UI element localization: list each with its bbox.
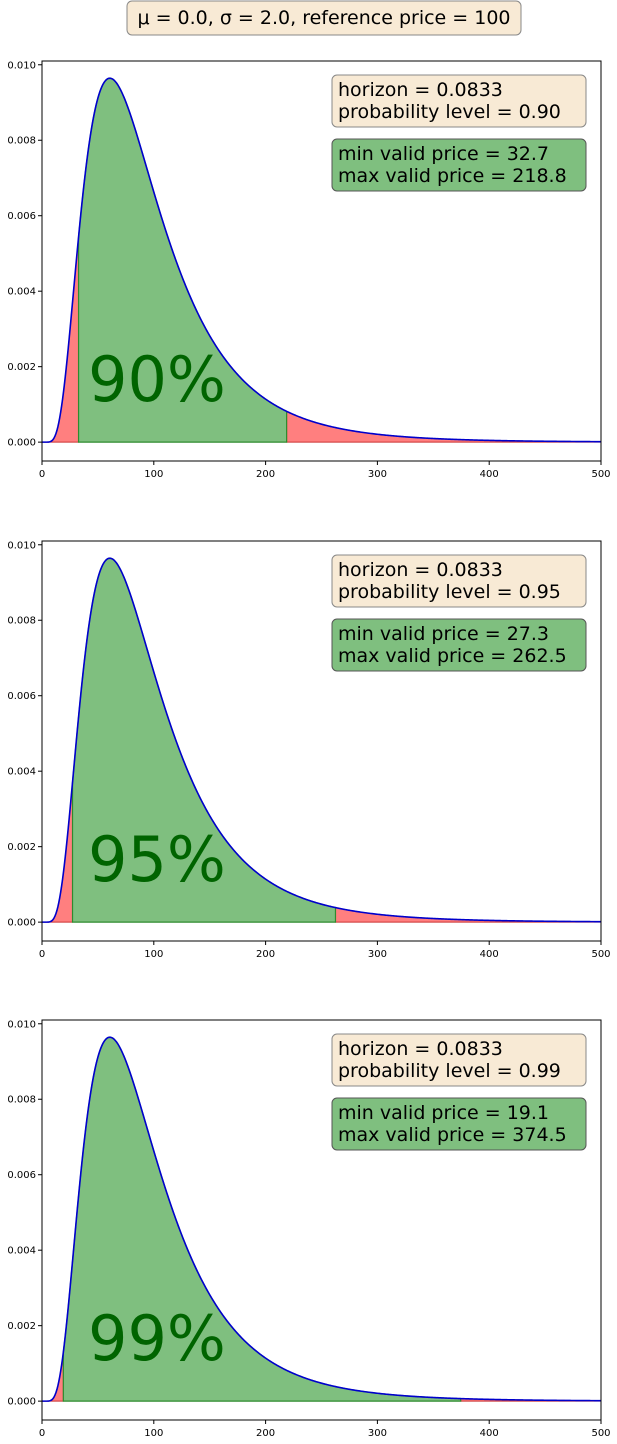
- result-line: min valid price = 19.1: [338, 1102, 549, 1124]
- result-line: max valid price = 374.5: [338, 1124, 567, 1146]
- result-line: max valid price = 262.5: [338, 645, 567, 667]
- y-tick-label: 0.006: [7, 691, 36, 702]
- info-box: [331, 74, 587, 128]
- x-tick-label: 0: [39, 469, 45, 480]
- result-line: min valid price = 27.3: [338, 623, 549, 645]
- x-tick-label: 100: [144, 949, 163, 960]
- y-tick-label: 0.006: [7, 1170, 36, 1181]
- axes-frame: [41, 1019, 602, 1421]
- info-box: [331, 1033, 587, 1087]
- x-tick-label: 400: [480, 949, 499, 960]
- result-box: [331, 1097, 587, 1151]
- x-tick-label: 400: [480, 1428, 499, 1439]
- x-tick-label: 200: [256, 1428, 275, 1439]
- y-tick-label: 0.008: [7, 136, 36, 147]
- x-tick-label: 0: [39, 1428, 45, 1439]
- y-tick-label: 0.008: [7, 616, 36, 627]
- probability-big-label: 90%: [88, 343, 226, 416]
- probability-big-label: 99%: [88, 1302, 226, 1375]
- result-line: min valid price = 32.7: [338, 143, 549, 165]
- y-tick-label: 0.002: [7, 362, 36, 373]
- info-box: [331, 554, 587, 608]
- figure-title-box: [126, 0, 522, 36]
- y-tick-label: 0.006: [7, 211, 36, 222]
- x-tick-label: 100: [144, 1428, 163, 1439]
- axes-frame: [41, 540, 602, 942]
- info-line: horizon = 0.0833: [338, 1038, 503, 1060]
- info-line: probability level = 0.95: [338, 581, 561, 603]
- result-box: [331, 618, 587, 672]
- x-tick-label: 300: [368, 949, 387, 960]
- y-tick-label: 0.002: [7, 842, 36, 853]
- y-tick-label: 0.010: [7, 540, 36, 551]
- lower-tail-area: [42, 782, 74, 923]
- x-tick-label: 400: [480, 469, 499, 480]
- x-tick-label: 200: [256, 949, 275, 960]
- x-tick-label: 0: [39, 949, 45, 960]
- x-tick-label: 300: [368, 1428, 387, 1439]
- pdf-curve: [42, 557, 601, 923]
- info-line: probability level = 0.90: [338, 101, 561, 123]
- info-line: horizon = 0.0833: [338, 79, 503, 101]
- y-tick-label: 0.008: [7, 1095, 36, 1106]
- y-tick-label: 0.004: [7, 287, 36, 298]
- result-box: [331, 138, 587, 192]
- x-tick-label: 500: [591, 949, 610, 960]
- y-tick-label: 0.000: [7, 918, 36, 929]
- x-tick-label: 500: [591, 1428, 610, 1439]
- y-tick-label: 0.010: [7, 1019, 36, 1030]
- y-tick-label: 0.000: [7, 438, 36, 449]
- x-tick-label: 300: [368, 469, 387, 480]
- pdf-curve: [42, 1036, 601, 1402]
- pdf-curve: [42, 77, 601, 443]
- x-tick-label: 200: [256, 469, 275, 480]
- y-tick-label: 0.002: [7, 1321, 36, 1332]
- probability-big-label: 95%: [88, 823, 226, 896]
- result-line: max valid price = 218.8: [338, 165, 567, 187]
- info-line: probability level = 0.99: [338, 1060, 561, 1082]
- x-tick-label: 500: [591, 469, 610, 480]
- axes-frame: [41, 60, 602, 462]
- x-tick-label: 100: [144, 469, 163, 480]
- figure-title: μ = 0.0, σ = 2.0, reference price = 100: [137, 7, 510, 29]
- info-line: horizon = 0.0833: [338, 559, 503, 581]
- y-tick-label: 0.010: [7, 60, 36, 71]
- y-tick-label: 0.004: [7, 1246, 36, 1257]
- figure-title-group: μ = 0.0, σ = 2.0, reference price = 100: [126, 0, 522, 36]
- y-tick-label: 0.000: [7, 1397, 36, 1408]
- y-tick-label: 0.004: [7, 767, 36, 778]
